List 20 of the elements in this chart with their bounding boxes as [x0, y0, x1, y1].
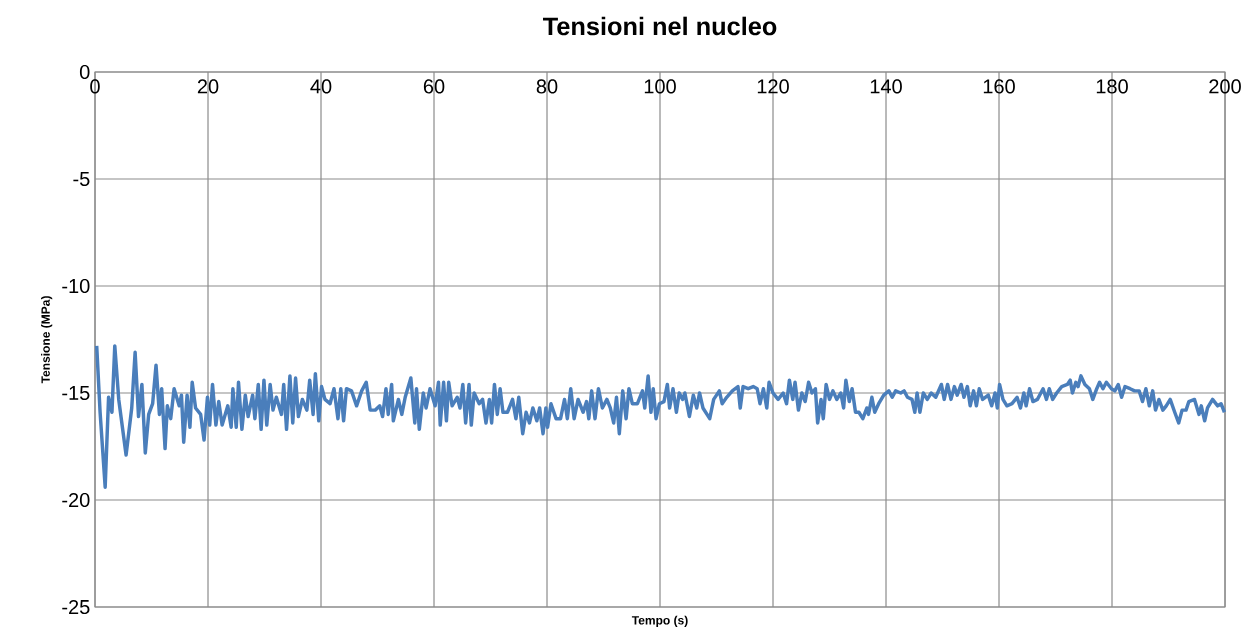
x-tick-label: 120 [757, 79, 789, 94]
x-tick-label: 100 [644, 79, 676, 94]
y-tick-label: 0 [79, 64, 90, 80]
y-tick-label: -15 [62, 386, 90, 400]
x-axis-title: Tempo (s) [631, 615, 688, 627]
x-tick-label: 60 [423, 79, 445, 94]
y-tick-label: -20 [62, 492, 90, 508]
x-tick-label: 180 [1096, 79, 1128, 94]
x-tick-label: 160 [983, 79, 1015, 94]
y-tick-label: -25 [62, 599, 90, 615]
x-tick-label: 80 [536, 79, 558, 94]
y-axis-title: Tensione (MPa) [41, 296, 53, 384]
x-tick-label: 20 [197, 79, 219, 94]
x-tick-label: 0 [90, 79, 100, 94]
x-tick-label: 200 [1209, 79, 1241, 94]
y-tick-label: -10 [62, 278, 90, 294]
chart-title: Tensioni nel nucleo [543, 16, 777, 36]
x-tick-label: 140 [870, 79, 902, 94]
y-tick-label: -5 [73, 172, 90, 186]
x-tick-label: 40 [310, 79, 332, 94]
